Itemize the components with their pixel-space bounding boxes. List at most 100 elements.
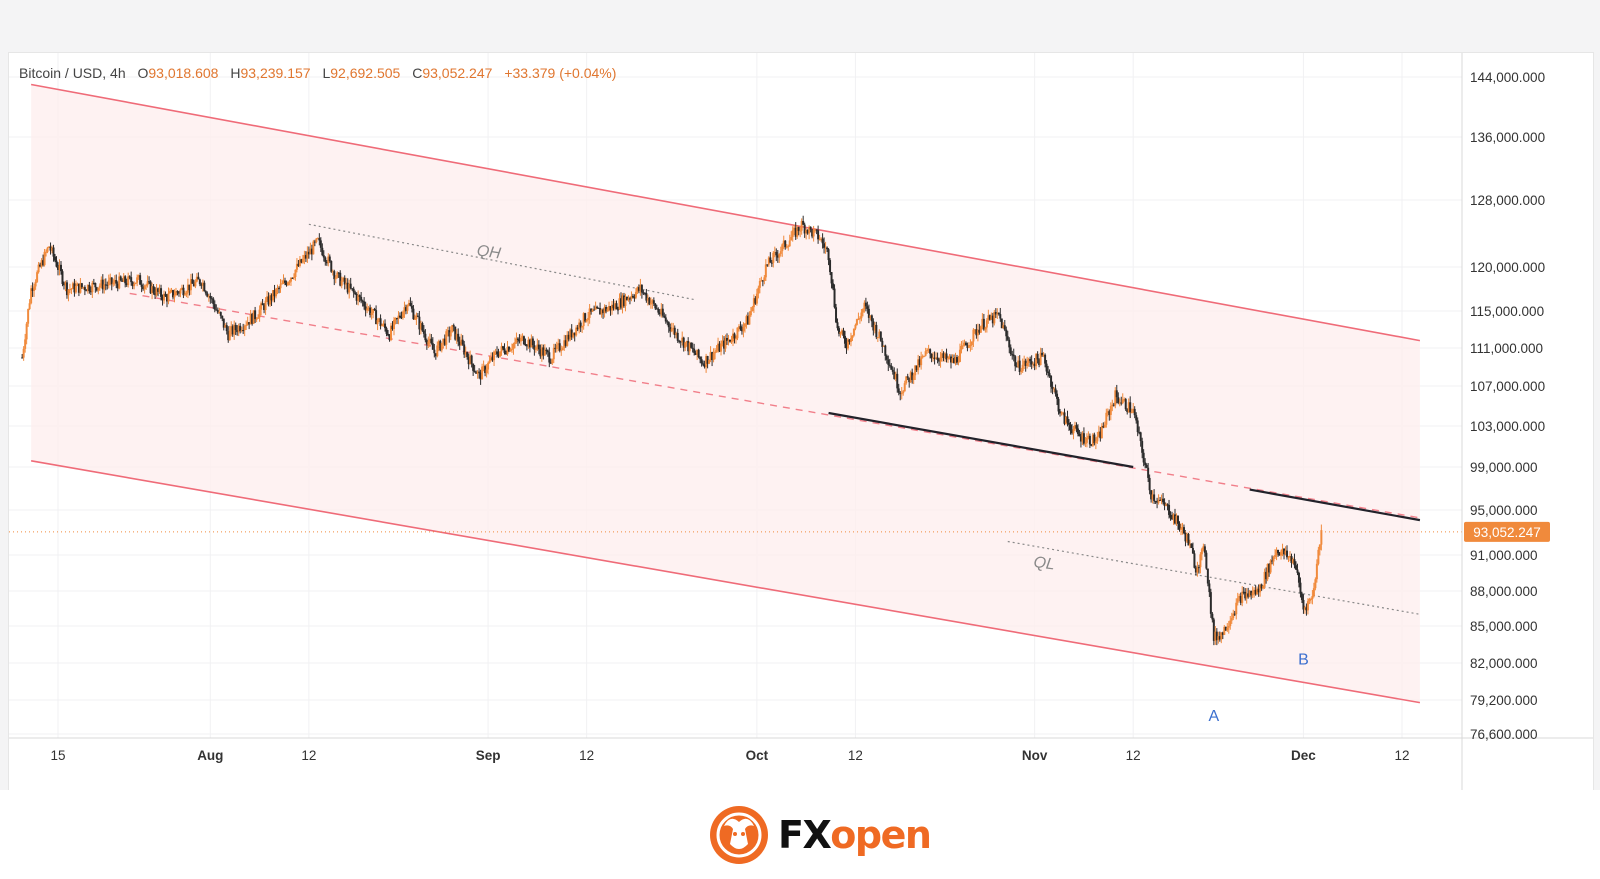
candle-body <box>1289 555 1291 557</box>
candle-body <box>204 291 207 294</box>
candle-body <box>33 286 36 291</box>
candle-body <box>393 319 395 330</box>
annotation-b: B <box>1298 651 1309 668</box>
candle-body <box>578 322 581 330</box>
channel-median-line[interactable] <box>129 292 1421 519</box>
price-axis[interactable]: 144,000.000136,000.000128,000.000120,000… <box>1470 70 1545 742</box>
price-chart[interactable]: 144,000.000136,000.000128,000.000120,000… <box>9 53 1593 791</box>
candle <box>824 241 827 254</box>
candle-body <box>605 307 608 312</box>
candle <box>131 281 134 290</box>
candle <box>140 280 143 293</box>
candle <box>176 290 179 296</box>
symbol-legend: Bitcoin / USD, 4h O93,018.608 H93,239.15… <box>19 65 616 81</box>
candle <box>591 308 594 313</box>
candle-body <box>289 277 292 282</box>
candle-body <box>1130 412 1133 414</box>
candle-body <box>180 287 183 290</box>
candle-body <box>1029 358 1032 362</box>
candle-body <box>22 348 25 358</box>
candle <box>346 278 349 295</box>
candle <box>1106 408 1109 417</box>
candle-body <box>1039 352 1042 366</box>
candle-body <box>292 277 295 279</box>
candle <box>549 358 552 365</box>
candle <box>624 293 627 312</box>
candle-body <box>434 353 437 357</box>
candle-body <box>915 365 918 371</box>
candle <box>322 250 325 262</box>
candle-body <box>1220 632 1223 640</box>
candle-body <box>651 300 654 303</box>
candle <box>772 250 775 268</box>
candle-body <box>502 346 505 349</box>
candle <box>715 345 718 353</box>
candle-body <box>397 315 400 319</box>
candle <box>723 336 726 355</box>
candle-body <box>882 345 885 347</box>
candle-body <box>510 348 513 350</box>
candle-body <box>763 277 766 281</box>
candle-body <box>748 315 751 325</box>
candle-body <box>1247 593 1250 597</box>
candle-body <box>237 325 240 333</box>
candle <box>342 276 345 282</box>
candle-body <box>424 333 427 341</box>
candle <box>611 300 614 315</box>
candle-body <box>705 356 708 368</box>
candle <box>245 320 248 331</box>
candle <box>1262 585 1265 590</box>
chart-panel[interactable]: 144,000.000 136,000.000 128,000.000 120,000… <box>8 52 1594 792</box>
candle <box>22 346 25 361</box>
candle-body <box>97 287 100 291</box>
candle-body <box>935 357 938 360</box>
candle <box>554 343 557 353</box>
candle <box>563 334 566 351</box>
candle-body <box>987 315 990 321</box>
candle-body <box>926 349 929 352</box>
candle <box>720 340 723 356</box>
candle <box>1197 564 1200 574</box>
candle <box>151 282 154 300</box>
candle <box>590 308 593 315</box>
time-axis[interactable]: 15 Aug 12 Sep 12 Oct 12 Nov 12 Dec 12 <box>50 748 1409 763</box>
candle <box>612 298 615 311</box>
candle-body <box>91 282 94 293</box>
candle-body <box>197 276 200 280</box>
channel-upper-line[interactable] <box>30 83 1421 342</box>
candle-body <box>805 229 808 234</box>
candle-body <box>897 388 900 393</box>
candle-body <box>1239 595 1242 603</box>
candle <box>1121 393 1124 405</box>
candle-body <box>1218 636 1221 640</box>
candle-body <box>443 338 446 345</box>
candle-body <box>89 291 92 293</box>
candle-body <box>869 315 872 318</box>
candle <box>1283 547 1286 560</box>
candle-body <box>811 229 814 237</box>
candle <box>706 355 709 369</box>
candle-body <box>661 308 664 316</box>
candle-body <box>631 295 634 298</box>
candle-body <box>1156 501 1159 503</box>
candle <box>1263 568 1266 589</box>
candle <box>746 312 749 325</box>
channel-lower-line[interactable] <box>30 460 1421 704</box>
candle <box>88 281 91 294</box>
candle <box>185 290 188 298</box>
candle <box>92 278 95 285</box>
candle-body <box>573 332 576 336</box>
candle-body <box>1178 523 1181 530</box>
candle <box>345 277 348 289</box>
candle <box>1271 555 1274 565</box>
candle-body <box>481 366 484 380</box>
candle-body <box>1014 356 1017 367</box>
candle <box>158 284 161 294</box>
candle <box>1026 356 1029 369</box>
candle <box>133 281 136 290</box>
x-tick-label: Nov <box>1022 748 1048 763</box>
candle <box>179 288 182 298</box>
candle <box>1006 330 1009 342</box>
candle-body <box>688 342 691 352</box>
candle <box>1259 583 1262 597</box>
